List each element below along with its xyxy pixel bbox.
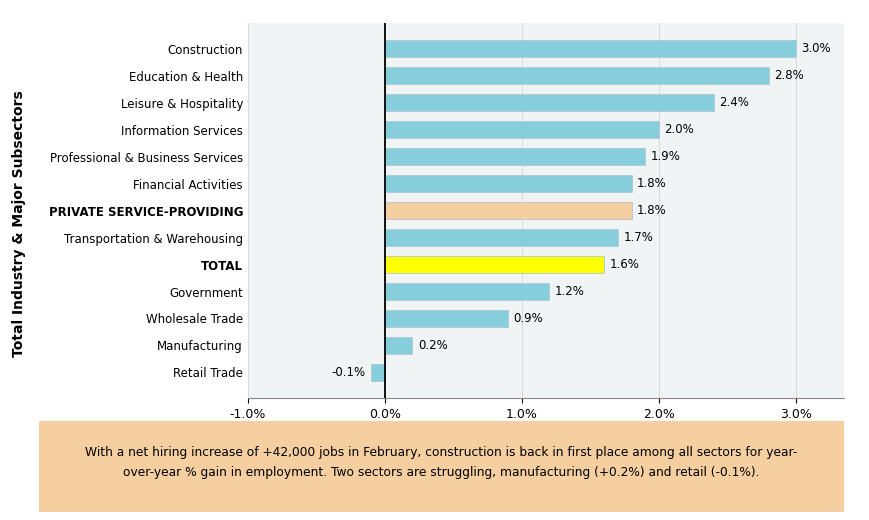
Bar: [384, 94, 713, 111]
Bar: [384, 256, 603, 273]
Bar: [384, 337, 412, 354]
Bar: [384, 202, 631, 219]
FancyBboxPatch shape: [15, 419, 867, 515]
Text: 2.8%: 2.8%: [773, 69, 803, 82]
Text: 0.9%: 0.9%: [513, 312, 543, 325]
Text: 0.2%: 0.2%: [417, 339, 447, 352]
Text: 1.6%: 1.6%: [609, 258, 639, 271]
Text: 2.4%: 2.4%: [719, 96, 748, 109]
Text: 1.7%: 1.7%: [622, 231, 653, 244]
Bar: [384, 148, 645, 165]
Text: 2.0%: 2.0%: [664, 123, 693, 136]
Bar: [384, 310, 507, 327]
Text: -0.1%: -0.1%: [331, 366, 365, 379]
Bar: [371, 364, 384, 381]
Text: 1.8%: 1.8%: [636, 204, 666, 217]
X-axis label: Y/Y % Change in Number of Jobs: Y/Y % Change in Number of Jobs: [419, 429, 672, 443]
Bar: [384, 68, 767, 84]
Bar: [384, 121, 658, 138]
Text: 1.9%: 1.9%: [650, 150, 680, 163]
Bar: [384, 175, 631, 192]
Text: Total Industry & Major Subsectors: Total Industry & Major Subsectors: [12, 90, 26, 357]
Text: 3.0%: 3.0%: [800, 42, 830, 55]
Bar: [384, 283, 548, 300]
Bar: [384, 41, 795, 57]
Bar: [384, 229, 617, 246]
Text: 1.2%: 1.2%: [554, 285, 584, 298]
Text: 1.8%: 1.8%: [636, 177, 666, 190]
Text: With a net hiring increase of +42,000 jobs in February, construction is back in : With a net hiring increase of +42,000 jo…: [85, 446, 797, 478]
